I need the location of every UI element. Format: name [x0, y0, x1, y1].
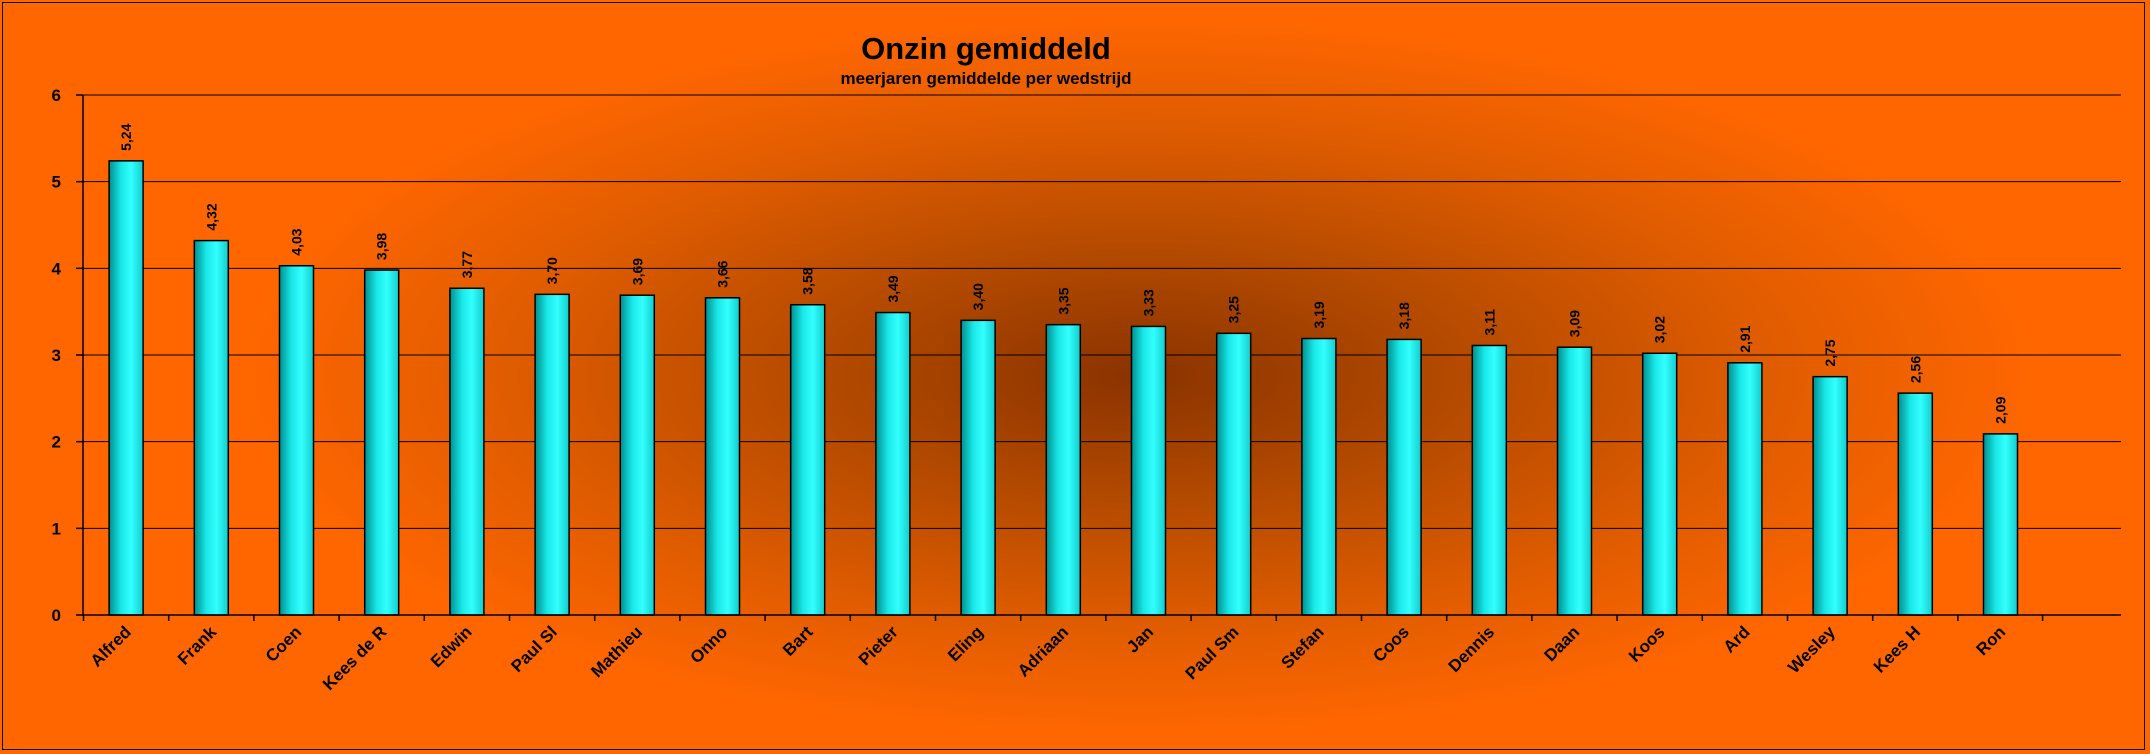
x-tick-label: Edwin — [427, 622, 476, 671]
data-label: 3,35 — [1055, 287, 1071, 314]
y-axis-ticks: 0 1 2 3 4 5 6 — [52, 86, 83, 625]
data-label: 3,98 — [374, 233, 390, 260]
data-label: 3,25 — [1226, 296, 1242, 323]
data-label: 4,32 — [203, 203, 219, 230]
chart-subtitle: meerjaren gemiddelde per wedstrijd — [841, 69, 1132, 88]
x-tick-label: Bart — [779, 622, 817, 660]
x-tick-label: Mathieu — [587, 622, 646, 681]
y-tick-label: 0 — [52, 606, 61, 625]
gridlines — [83, 94, 2121, 529]
data-label: 2,75 — [1822, 339, 1838, 366]
bar — [1471, 344, 1508, 616]
data-label: 5,24 — [118, 123, 134, 150]
bar — [1727, 362, 1763, 616]
data-label: 3,33 — [1141, 289, 1157, 316]
data-label: 3,49 — [885, 275, 901, 302]
bars — [108, 160, 2019, 616]
x-tick-label: Kees de R — [319, 622, 391, 694]
data-label: 3,70 — [544, 257, 560, 284]
y-tick-label: 4 — [52, 259, 62, 278]
y-tick-label: 2 — [52, 433, 61, 452]
data-label: 3,58 — [800, 267, 816, 294]
bar — [1301, 337, 1337, 616]
bar — [363, 269, 400, 616]
x-tick-label: Adriaan — [1014, 622, 1072, 680]
y-tick-label: 6 — [52, 86, 61, 105]
bar — [278, 264, 315, 616]
x-tick-label: Alfred — [87, 622, 135, 670]
x-tick-label: Ron — [1973, 622, 2010, 659]
bar — [704, 297, 741, 616]
data-label: 3,09 — [1567, 310, 1583, 337]
bar — [449, 287, 485, 616]
y-tick-label: 1 — [52, 519, 61, 538]
x-tick-label: Jan — [1123, 622, 1157, 656]
data-label: 2,56 — [1907, 356, 1923, 383]
chart-title: Onzin gemiddeld — [861, 31, 1111, 66]
bar — [789, 303, 826, 616]
bar — [1386, 338, 1422, 616]
data-label: 2,91 — [1737, 325, 1753, 352]
data-label: 3,40 — [970, 283, 986, 310]
y-tick-label: 3 — [52, 346, 61, 365]
data-label: 4,03 — [289, 228, 305, 255]
x-tick-label: Pieter — [855, 622, 902, 669]
bar — [1812, 375, 1848, 616]
x-tick-label: Eling — [944, 622, 987, 665]
x-tick-label: Paul Sm — [1182, 622, 1243, 683]
x-tick-label: Daan — [1540, 622, 1583, 665]
data-label: 2,09 — [1993, 396, 2009, 423]
x-tick-label: Onno — [687, 622, 732, 667]
bar — [1045, 323, 1082, 616]
data-label: 3,02 — [1652, 316, 1668, 343]
data-label: 3,66 — [715, 260, 731, 287]
bar-chart: Onzin gemiddeld meerjaren gemiddelde per… — [52, 31, 2121, 694]
bar — [1982, 433, 2019, 616]
data-label: 3,69 — [629, 258, 645, 285]
y-tick-label: 5 — [52, 173, 61, 192]
x-axis-ticks: Alfred Frank Coen Kees de R Edwin Paul Sl Math… — [82, 615, 2044, 694]
bar — [1130, 325, 1167, 616]
x-tick-label: Dennis — [1445, 622, 1499, 676]
bar — [193, 239, 230, 616]
data-labels: 5,24 4,32 4,03 3,98 3,77 3,70 3,69 3,66 3,58 3,49… — [118, 123, 2008, 423]
data-label: 3,19 — [1311, 301, 1327, 328]
bar — [1215, 332, 1252, 616]
bar — [875, 311, 911, 616]
x-tick-label: Koos — [1625, 622, 1668, 665]
x-tick-label: Coen — [262, 622, 305, 665]
x-tick-label: Coos — [1369, 622, 1412, 665]
x-tick-label: Frank — [174, 622, 221, 669]
bar — [619, 294, 656, 616]
data-label: 3,18 — [1396, 302, 1412, 329]
x-tick-label: Ard — [1720, 622, 1754, 656]
bar — [1897, 392, 1934, 616]
data-label: 3,11 — [1481, 309, 1497, 336]
x-tick-label: Stefan — [1278, 622, 1328, 672]
bar — [960, 319, 996, 616]
bar — [1556, 346, 1593, 616]
x-tick-label: Paul Sl — [507, 622, 561, 676]
x-tick-label: Wesley — [1784, 622, 1839, 677]
bar — [1641, 352, 1678, 616]
x-tick-label: Kees H — [1870, 622, 1924, 676]
bar — [534, 293, 570, 616]
data-label: 3,77 — [459, 251, 475, 278]
bar — [108, 160, 144, 616]
